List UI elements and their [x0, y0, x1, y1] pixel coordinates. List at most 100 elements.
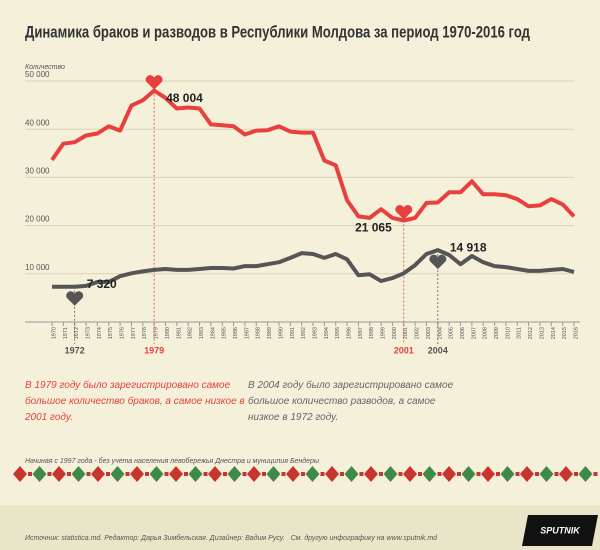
- x-tick-label: 2001: [403, 327, 409, 339]
- x-tick-label: 1991: [290, 327, 296, 339]
- x-tick-label: 1972: [74, 327, 80, 339]
- x-tick-label: 1994: [324, 327, 330, 339]
- ornament-dot: [262, 472, 266, 476]
- logo-box: [522, 515, 598, 546]
- x-tick-label: 2013: [539, 327, 545, 339]
- x-tick-label: 2011: [517, 327, 523, 339]
- ornament-motif: [227, 466, 242, 482]
- y-tick-label: 20 000: [25, 215, 50, 224]
- x-tick-label: 1997: [358, 327, 364, 339]
- ornament-dot: [86, 472, 91, 476]
- ornament-dot: [47, 472, 52, 476]
- ornament-dot: [593, 472, 598, 476]
- ornament-dot: [320, 472, 325, 476]
- note: В 1979 году было зарегистрировано самое …: [25, 380, 245, 423]
- x-tick-label: 1974: [97, 327, 103, 339]
- x-tick-label: 2016: [573, 327, 579, 339]
- ornament-motif: [422, 466, 437, 482]
- ornament-dot: [535, 472, 539, 476]
- ornament-motif: [559, 466, 573, 482]
- ornament-dot: [301, 472, 305, 476]
- x-tick-label: 1988: [256, 327, 262, 339]
- ornament-motif: [130, 466, 144, 482]
- x-tick-label: 1982: [188, 327, 194, 339]
- y-axis-label: Количество: [25, 64, 65, 71]
- ornament-dot: [106, 472, 110, 476]
- ornament-dot: [496, 472, 500, 476]
- x-tick-label: 1996: [346, 327, 352, 339]
- x-tick-label: 1973: [85, 327, 91, 339]
- ornament-dot: [379, 472, 383, 476]
- x-tick-label: 1986: [233, 327, 239, 339]
- footer-band: [0, 505, 600, 550]
- x-tick-label: 2004: [437, 327, 443, 339]
- ornament-motif: [461, 466, 476, 482]
- x-tick-label: 1998: [369, 327, 375, 339]
- ornament: [13, 466, 598, 482]
- ornament-motif: [325, 466, 339, 482]
- x-tick-label: 1985: [222, 327, 228, 339]
- ornament-motif: [403, 466, 417, 482]
- x-tick-label: 2006: [460, 327, 466, 339]
- x-tick-label: 2000: [392, 327, 398, 339]
- ornament-motif: [188, 466, 203, 482]
- y-tick-label: 10 000: [25, 263, 50, 272]
- ornament-motif: [442, 466, 456, 482]
- ornament-motif: [247, 466, 261, 482]
- ornament-dot: [281, 472, 286, 476]
- x-tick-label: 1987: [244, 327, 250, 339]
- source: Источник: statistica.md. Редактор: Дарья…: [25, 534, 438, 542]
- ornament-motif: [500, 466, 515, 482]
- ornament-dot: [145, 472, 149, 476]
- ornament-motif: [481, 466, 495, 482]
- ornament-motif: [208, 466, 222, 482]
- ornament-dot: [242, 472, 247, 476]
- ornament-motif: [266, 466, 281, 482]
- highlight-year: 2001: [394, 345, 414, 355]
- ornament-motif: [52, 466, 66, 482]
- x-tick-label: 1999: [381, 327, 387, 339]
- x-tick-label: 2015: [562, 327, 568, 339]
- ornament-dot: [28, 472, 32, 476]
- x-tick-label: 2010: [505, 327, 511, 339]
- ornament-dot: [418, 472, 422, 476]
- series-line: [52, 248, 575, 289]
- ornament-motif: [344, 466, 359, 482]
- ornament-dot: [437, 472, 442, 476]
- ornament-motif: [539, 466, 554, 482]
- x-tick-label: 1984: [210, 327, 216, 339]
- ornament-dot: [476, 472, 481, 476]
- x-tick-label: 1989: [267, 327, 273, 339]
- ornament-motif: [110, 466, 125, 482]
- x-tick-label: 2009: [494, 327, 500, 339]
- heart-marker: [66, 291, 84, 306]
- ornament-dot: [574, 472, 578, 476]
- heart-marker: [395, 204, 413, 220]
- footnote: Начиная с 1997 года - без учета населени…: [25, 457, 320, 465]
- x-tick-label: 2008: [483, 327, 489, 339]
- ornament-dot: [359, 472, 364, 476]
- series-line: [50, 88, 576, 223]
- ornament-dot: [125, 472, 130, 476]
- y-tick-label: 30 000: [25, 167, 50, 176]
- y-tick-label: 40 000: [25, 118, 50, 127]
- x-tick-label: 1981: [176, 327, 182, 339]
- value-label: 7 320: [87, 277, 117, 291]
- ornament-motif: [71, 466, 86, 482]
- highlight-year: 1972: [65, 345, 85, 355]
- heart-marker: [145, 75, 163, 90]
- value-label: 14 918: [450, 240, 487, 254]
- ornament-dot: [223, 472, 227, 476]
- ornament-dot: [340, 472, 344, 476]
- ornament-dot: [457, 472, 461, 476]
- ornament-dot: [184, 472, 188, 476]
- y-tick-label: 50 000: [25, 70, 50, 79]
- x-tick-label: 1990: [278, 327, 284, 339]
- x-tick-label: 1980: [165, 327, 171, 339]
- x-tick-label: 1971: [63, 327, 69, 339]
- x-tick-label: 2014: [551, 327, 557, 339]
- x-tick-label: 1993: [312, 327, 318, 339]
- x-tick-label: 2003: [426, 327, 432, 339]
